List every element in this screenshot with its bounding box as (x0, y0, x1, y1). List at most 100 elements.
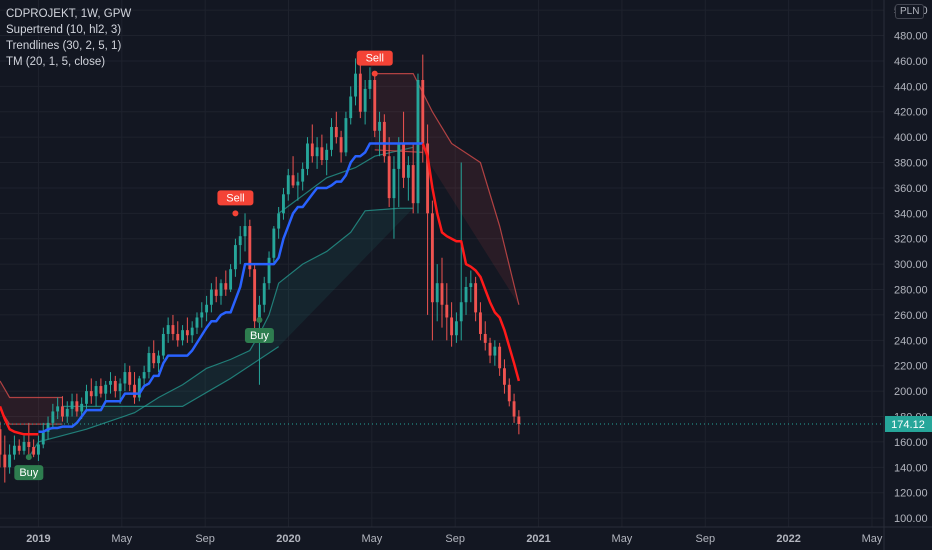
candle-body (411, 165, 415, 204)
candle-body (286, 175, 290, 195)
candle-body (474, 283, 478, 313)
candle-body (296, 181, 300, 186)
candle (99, 378, 103, 398)
y-tick-label: 260.00 (894, 310, 928, 322)
price-axis[interactable]: 100.00120.00140.00160.00180.00200.00220.… (883, 0, 928, 550)
candle (41, 422, 45, 449)
candle (503, 359, 506, 394)
candle-body (70, 401, 74, 409)
candle (344, 111, 348, 157)
candle (320, 134, 324, 166)
candle (171, 314, 175, 341)
candle (277, 206, 281, 239)
candle-body (113, 380, 117, 392)
candle (229, 264, 233, 293)
candle-body (46, 422, 50, 432)
candle (243, 213, 247, 252)
candle-body (507, 384, 511, 402)
candle (478, 302, 482, 341)
candle-body (27, 441, 31, 447)
candle (358, 63, 362, 119)
candle-body (161, 333, 165, 356)
currency-badge[interactable]: PLN (895, 4, 925, 19)
candle (157, 350, 160, 373)
channel-fill (28, 208, 414, 458)
candle-body (257, 304, 261, 322)
candle (291, 156, 295, 188)
candle-body (85, 391, 88, 404)
signal-markers: Buy Sell Buy Sell (14, 50, 393, 481)
candle (411, 143, 415, 214)
signal-label-text: Sell (226, 192, 244, 204)
candle (354, 58, 357, 106)
candle-body (440, 283, 444, 305)
channel-fill (0, 380, 63, 425)
signal-label-box (244, 328, 274, 344)
candle-body (147, 353, 151, 373)
candle (109, 372, 112, 394)
y-tick-label: 160.00 (894, 437, 928, 449)
candle-body (51, 411, 55, 423)
candle-body (36, 444, 40, 455)
y-tick-label: 300.00 (894, 259, 928, 271)
candle-body (306, 143, 309, 169)
indicator-supertrend[interactable]: Supertrend (10, hl2, 3) (6, 24, 122, 36)
signal-dot (232, 210, 239, 217)
candle (248, 219, 252, 277)
candle-body (219, 283, 223, 296)
candle-body (512, 401, 516, 417)
y-tick-label: 480.00 (894, 31, 928, 43)
candle-body (8, 454, 12, 468)
y-tick-label: 360.00 (894, 183, 928, 195)
candle-body (128, 372, 132, 385)
candle-body (166, 325, 170, 334)
last-price-marker: 174.12 (0, 415, 932, 432)
candle-body (99, 386, 103, 394)
y-tick-label: 200.00 (894, 386, 928, 398)
candle-body (171, 325, 175, 334)
candle (392, 156, 396, 239)
candle-body (253, 269, 257, 322)
x-tick-label: Sep (695, 533, 715, 545)
x-tick-label: May (361, 533, 382, 545)
x-tick-label: May (111, 533, 132, 545)
candle-body (363, 88, 367, 112)
signal-label-box (14, 465, 44, 481)
candle (22, 435, 26, 455)
candle (459, 162, 463, 341)
candle-body (272, 228, 276, 258)
indicator-tm[interactable]: TM (20, 1, 5, close) (6, 56, 106, 68)
y-tick-label: 240.00 (894, 335, 928, 347)
signal-buy: Buy (244, 317, 274, 344)
x-tick-label: 2021 (526, 533, 550, 545)
candle (397, 137, 401, 207)
candle (200, 302, 204, 328)
time-axis[interactable]: 2019 May Sep 2020 May Sep 2021 May Sep 2022 May (0, 526, 932, 545)
candle (430, 200, 434, 341)
candle (85, 384, 88, 409)
candle-body (517, 416, 521, 424)
candle-body (3, 454, 7, 468)
y-tick-label: 440.00 (894, 81, 928, 93)
candle-body (430, 213, 434, 303)
candle (205, 295, 209, 322)
last-price-box (885, 415, 932, 432)
candle (378, 111, 381, 157)
candle-body (214, 289, 218, 296)
candle-body (123, 372, 127, 384)
indicator-trendlines[interactable]: Trendlines (30, 2, 5, 1) (6, 40, 122, 52)
candle-body (65, 408, 69, 417)
candle-body (61, 406, 64, 417)
candle (368, 67, 372, 100)
candle-body (459, 302, 463, 322)
candle-body (392, 168, 396, 199)
candle-body (200, 312, 204, 318)
candle (238, 226, 242, 265)
candle (104, 380, 108, 402)
symbol-title[interactable]: CDPROJEKT, 1W, GPW (6, 8, 132, 20)
chart-legend: CDPROJEKT, 1W, GPW Supertrend (10, hl2, … (6, 6, 131, 70)
candle (113, 375, 117, 398)
signal-dot (256, 317, 263, 324)
y-tick-label: 120.00 (894, 488, 928, 500)
